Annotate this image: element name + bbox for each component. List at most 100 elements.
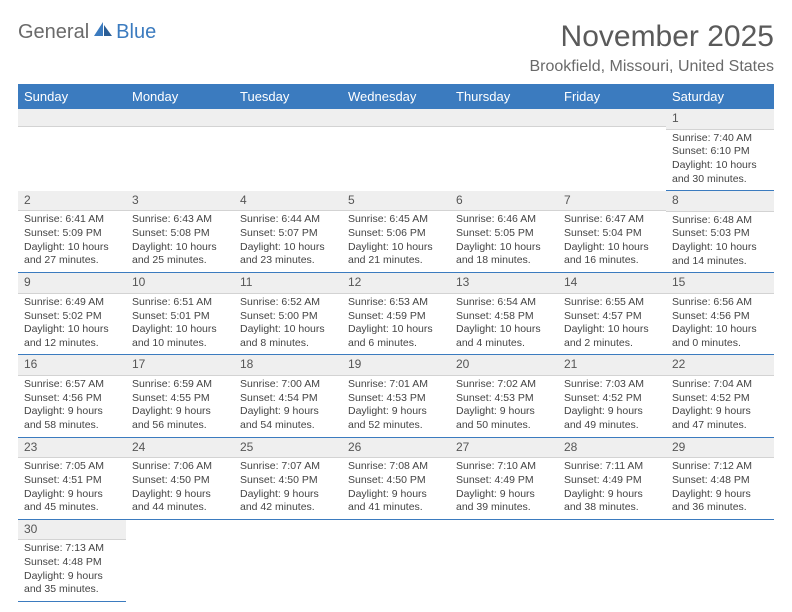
- day-body: Sunrise: 7:00 AMSunset: 4:54 PMDaylight:…: [234, 376, 342, 437]
- calendar-cell: 11Sunrise: 6:52 AMSunset: 5:00 PMDayligh…: [234, 273, 342, 355]
- logo-text-blue: Blue: [116, 21, 156, 44]
- sunrise-line: Sunrise: 7:10 AM: [456, 460, 552, 474]
- sunrise-line: Sunrise: 6:48 AM: [672, 214, 768, 228]
- weekday-header: Wednesday: [342, 84, 450, 109]
- sunset-line: Sunset: 4:57 PM: [564, 310, 660, 324]
- daylight-line: Daylight: 9 hours and 49 minutes.: [564, 405, 660, 432]
- sunrise-line: Sunrise: 6:53 AM: [348, 296, 444, 310]
- calendar-cell: 12Sunrise: 6:53 AMSunset: 4:59 PMDayligh…: [342, 273, 450, 355]
- sunset-line: Sunset: 5:07 PM: [240, 227, 336, 241]
- day-number: 12: [342, 273, 450, 294]
- sunrise-line: Sunrise: 7:40 AM: [672, 132, 768, 146]
- day-number: 18: [234, 355, 342, 376]
- calendar-cell: 1Sunrise: 7:40 AMSunset: 6:10 PMDaylight…: [666, 109, 774, 191]
- day-number: 27: [450, 438, 558, 459]
- weekday-header: Saturday: [666, 84, 774, 109]
- sunrise-line: Sunrise: 7:07 AM: [240, 460, 336, 474]
- sunrise-line: Sunrise: 7:08 AM: [348, 460, 444, 474]
- sunset-line: Sunset: 4:48 PM: [24, 556, 120, 570]
- day-number: 16: [18, 355, 126, 376]
- sunrise-line: Sunrise: 6:51 AM: [132, 296, 228, 310]
- calendar-body: 1Sunrise: 7:40 AMSunset: 6:10 PMDaylight…: [18, 109, 774, 601]
- day-number: 1: [666, 109, 774, 130]
- daylight-line: Daylight: 10 hours and 25 minutes.: [132, 241, 228, 268]
- calendar-row: 1Sunrise: 7:40 AMSunset: 6:10 PMDaylight…: [18, 109, 774, 191]
- day-body: Sunrise: 6:43 AMSunset: 5:08 PMDaylight:…: [126, 211, 234, 272]
- sunrise-line: Sunrise: 6:55 AM: [564, 296, 660, 310]
- day-number: 17: [126, 355, 234, 376]
- sunrise-line: Sunrise: 7:03 AM: [564, 378, 660, 392]
- day-number: 11: [234, 273, 342, 294]
- sunset-line: Sunset: 5:04 PM: [564, 227, 660, 241]
- location: Brookfield, Missouri, United States: [529, 58, 774, 76]
- weekday-header: Monday: [126, 84, 234, 109]
- calendar-cell: [450, 519, 558, 601]
- calendar-table: SundayMondayTuesdayWednesdayThursdayFrid…: [18, 84, 774, 602]
- sunrise-line: Sunrise: 6:44 AM: [240, 213, 336, 227]
- calendar-cell: 26Sunrise: 7:08 AMSunset: 4:50 PMDayligh…: [342, 437, 450, 519]
- daylight-line: Daylight: 9 hours and 50 minutes.: [456, 405, 552, 432]
- weekday-header: Thursday: [450, 84, 558, 109]
- calendar-cell: 8Sunrise: 6:48 AMSunset: 5:03 PMDaylight…: [666, 191, 774, 273]
- sunset-line: Sunset: 4:53 PM: [456, 392, 552, 406]
- daylight-line: Daylight: 10 hours and 18 minutes.: [456, 241, 552, 268]
- sunset-line: Sunset: 4:50 PM: [240, 474, 336, 488]
- empty-strip: [342, 109, 450, 127]
- day-body: Sunrise: 6:52 AMSunset: 5:00 PMDaylight:…: [234, 294, 342, 355]
- sunset-line: Sunset: 4:52 PM: [672, 392, 768, 406]
- daylight-line: Daylight: 10 hours and 10 minutes.: [132, 323, 228, 350]
- day-body: Sunrise: 6:59 AMSunset: 4:55 PMDaylight:…: [126, 376, 234, 437]
- daylight-line: Daylight: 9 hours and 38 minutes.: [564, 488, 660, 515]
- day-body: Sunrise: 7:05 AMSunset: 4:51 PMDaylight:…: [18, 458, 126, 519]
- calendar-cell: [126, 109, 234, 191]
- calendar-cell: 9Sunrise: 6:49 AMSunset: 5:02 PMDaylight…: [18, 273, 126, 355]
- calendar-cell: 20Sunrise: 7:02 AMSunset: 4:53 PMDayligh…: [450, 355, 558, 437]
- calendar-cell: 23Sunrise: 7:05 AMSunset: 4:51 PMDayligh…: [18, 437, 126, 519]
- weekday-header-row: SundayMondayTuesdayWednesdayThursdayFrid…: [18, 84, 774, 109]
- day-body: Sunrise: 6:48 AMSunset: 5:03 PMDaylight:…: [666, 212, 774, 273]
- day-number: 15: [666, 273, 774, 294]
- calendar-cell: 25Sunrise: 7:07 AMSunset: 4:50 PMDayligh…: [234, 437, 342, 519]
- day-body: Sunrise: 6:51 AMSunset: 5:01 PMDaylight:…: [126, 294, 234, 355]
- day-body: Sunrise: 7:08 AMSunset: 4:50 PMDaylight:…: [342, 458, 450, 519]
- weekday-header: Tuesday: [234, 84, 342, 109]
- day-number: 13: [450, 273, 558, 294]
- sunset-line: Sunset: 4:56 PM: [672, 310, 768, 324]
- day-body: Sunrise: 6:55 AMSunset: 4:57 PMDaylight:…: [558, 294, 666, 355]
- day-body: Sunrise: 7:40 AMSunset: 6:10 PMDaylight:…: [666, 130, 774, 191]
- calendar-cell: 14Sunrise: 6:55 AMSunset: 4:57 PMDayligh…: [558, 273, 666, 355]
- day-number: 19: [342, 355, 450, 376]
- sunrise-line: Sunrise: 6:43 AM: [132, 213, 228, 227]
- day-number: 4: [234, 191, 342, 212]
- calendar-cell: 21Sunrise: 7:03 AMSunset: 4:52 PMDayligh…: [558, 355, 666, 437]
- day-body: Sunrise: 7:10 AMSunset: 4:49 PMDaylight:…: [450, 458, 558, 519]
- calendar-row: 30Sunrise: 7:13 AMSunset: 4:48 PMDayligh…: [18, 519, 774, 601]
- sunrise-line: Sunrise: 7:01 AM: [348, 378, 444, 392]
- sunrise-line: Sunrise: 6:49 AM: [24, 296, 120, 310]
- sunset-line: Sunset: 5:03 PM: [672, 227, 768, 241]
- calendar-row: 16Sunrise: 6:57 AMSunset: 4:56 PMDayligh…: [18, 355, 774, 437]
- day-number: 24: [126, 438, 234, 459]
- sunrise-line: Sunrise: 6:54 AM: [456, 296, 552, 310]
- calendar-cell: 30Sunrise: 7:13 AMSunset: 4:48 PMDayligh…: [18, 519, 126, 601]
- calendar-cell: [18, 109, 126, 191]
- sunset-line: Sunset: 5:02 PM: [24, 310, 120, 324]
- sunset-line: Sunset: 4:58 PM: [456, 310, 552, 324]
- daylight-line: Daylight: 9 hours and 58 minutes.: [24, 405, 120, 432]
- sunrise-line: Sunrise: 7:11 AM: [564, 460, 660, 474]
- calendar-cell: 22Sunrise: 7:04 AMSunset: 4:52 PMDayligh…: [666, 355, 774, 437]
- sunrise-line: Sunrise: 7:02 AM: [456, 378, 552, 392]
- sunrise-line: Sunrise: 6:56 AM: [672, 296, 768, 310]
- day-number: 7: [558, 191, 666, 212]
- day-body: Sunrise: 7:11 AMSunset: 4:49 PMDaylight:…: [558, 458, 666, 519]
- calendar-cell: 6Sunrise: 6:46 AMSunset: 5:05 PMDaylight…: [450, 191, 558, 273]
- sunset-line: Sunset: 5:00 PM: [240, 310, 336, 324]
- calendar-cell: 13Sunrise: 6:54 AMSunset: 4:58 PMDayligh…: [450, 273, 558, 355]
- sunrise-line: Sunrise: 7:13 AM: [24, 542, 120, 556]
- calendar-cell: 19Sunrise: 7:01 AMSunset: 4:53 PMDayligh…: [342, 355, 450, 437]
- calendar-cell: 29Sunrise: 7:12 AMSunset: 4:48 PMDayligh…: [666, 437, 774, 519]
- sunrise-line: Sunrise: 7:00 AM: [240, 378, 336, 392]
- calendar-cell: 7Sunrise: 6:47 AMSunset: 5:04 PMDaylight…: [558, 191, 666, 273]
- calendar-row: 9Sunrise: 6:49 AMSunset: 5:02 PMDaylight…: [18, 273, 774, 355]
- sunset-line: Sunset: 4:49 PM: [456, 474, 552, 488]
